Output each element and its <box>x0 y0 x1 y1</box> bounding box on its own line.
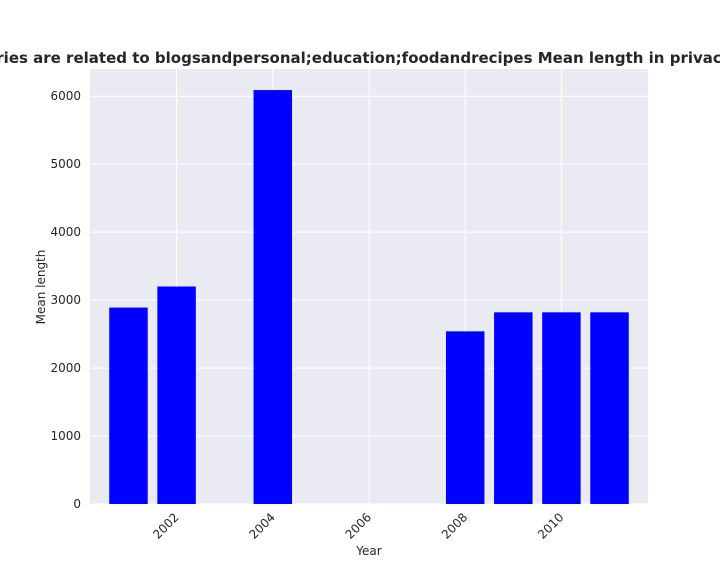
x-tick-label: 2008 <box>439 510 470 541</box>
x-axis-ticks: 2002 2004 2006 2008 2010 <box>150 510 566 541</box>
x-tick-label: 2006 <box>343 510 374 541</box>
y-tick-label: 5000 <box>50 157 81 171</box>
bar-2004 <box>253 90 293 504</box>
y-axis-label: Mean length <box>34 250 48 325</box>
x-axis-label: Year <box>355 544 381 558</box>
y-axis-ticks: 0 1000 2000 3000 4000 5000 6000 <box>50 89 81 511</box>
bar-2010 <box>542 312 581 504</box>
y-tick-label: 1000 <box>50 429 81 443</box>
bar-2001 <box>109 307 148 504</box>
bar-2002 <box>157 286 196 504</box>
y-tick-label: 6000 <box>50 89 81 103</box>
bar-2008 <box>445 331 485 504</box>
bars <box>109 90 629 504</box>
x-tick-label: 2010 <box>535 510 566 541</box>
x-tick-label: 2002 <box>150 510 181 541</box>
y-tick-label: 3000 <box>50 293 81 307</box>
x-tick-label: 2004 <box>246 510 277 541</box>
y-tick-label: 4000 <box>50 225 81 239</box>
chart-title: Categories are related to blogsandperson… <box>0 49 720 67</box>
bar-2011 <box>590 312 629 504</box>
y-tick-label: 0 <box>73 497 81 511</box>
bar-2009 <box>494 312 533 504</box>
y-tick-label: 2000 <box>50 361 81 375</box>
